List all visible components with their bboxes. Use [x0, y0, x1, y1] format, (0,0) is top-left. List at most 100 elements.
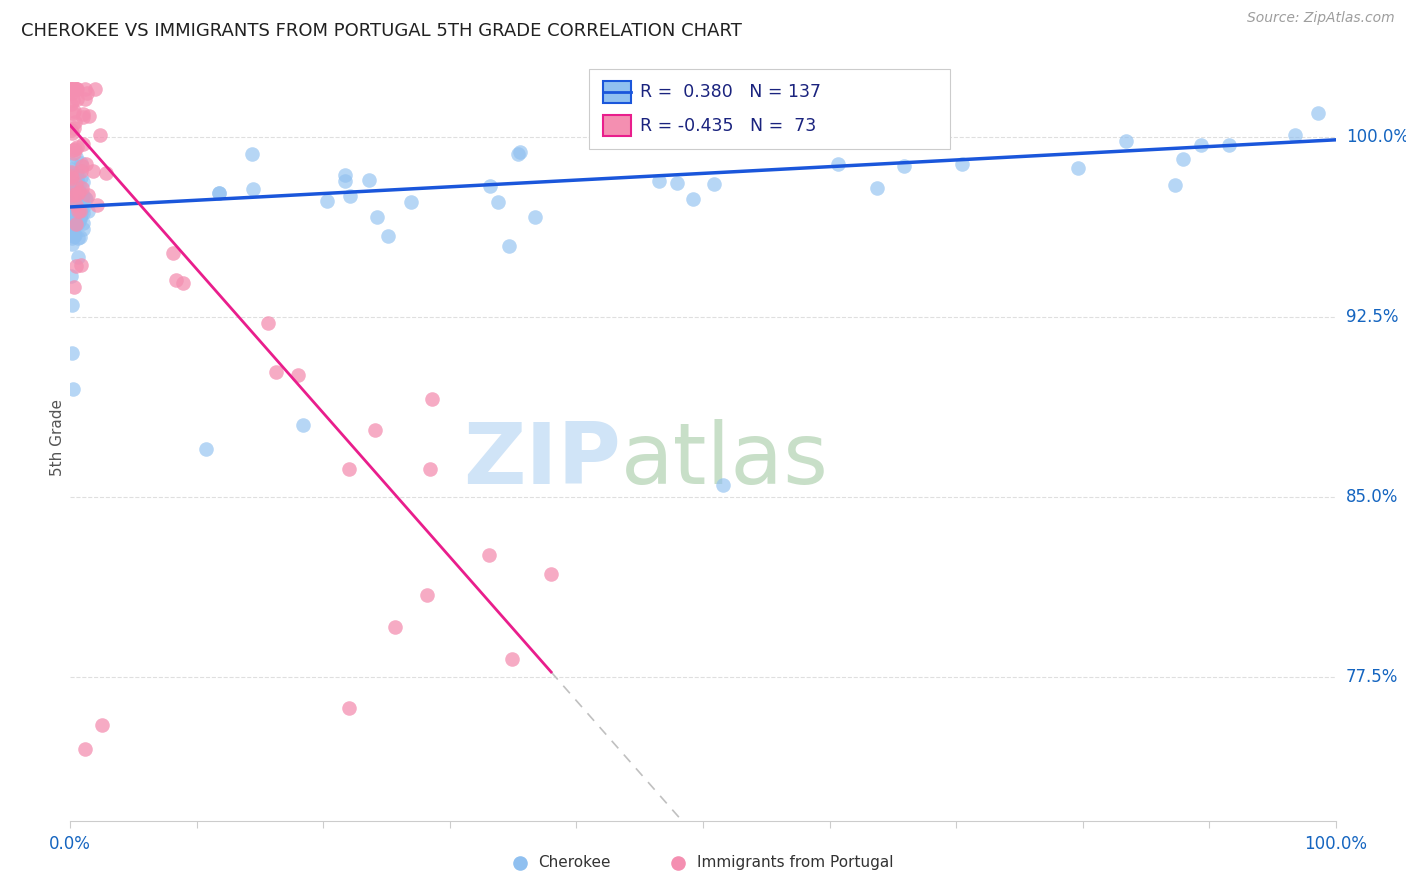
Point	[75, 192, 97, 206]
Point	[60, 82, 83, 96]
Point	[76, 86, 98, 100]
Point	[59, 207, 82, 221]
Point	[893, 159, 915, 173]
Point	[62, 217, 84, 231]
Point	[65, 208, 87, 222]
Point	[172, 276, 194, 290]
Point	[63, 227, 86, 242]
Point	[72, 110, 94, 124]
Point	[827, 156, 849, 170]
Point	[60, 194, 83, 209]
Point	[339, 189, 361, 203]
Point	[1284, 128, 1306, 142]
Text: Immigrants from Portugal: Immigrants from Portugal	[697, 855, 893, 871]
Point	[65, 212, 87, 227]
Point	[208, 186, 231, 200]
Point	[648, 174, 671, 188]
Point	[165, 272, 187, 286]
Point	[335, 174, 357, 188]
Point	[69, 194, 91, 209]
Point	[69, 204, 91, 219]
Point	[67, 168, 90, 182]
Point	[162, 245, 184, 260]
Point	[70, 156, 93, 170]
Point	[73, 191, 96, 205]
Point	[60, 198, 83, 212]
Point	[66, 200, 89, 214]
Point	[67, 185, 90, 199]
Point	[75, 93, 97, 107]
Point	[60, 221, 83, 235]
Point	[486, 194, 509, 209]
Point	[72, 187, 94, 202]
Point	[60, 209, 83, 223]
Point	[72, 222, 94, 236]
Point	[62, 93, 84, 107]
Point	[62, 200, 84, 214]
Point	[67, 185, 90, 199]
Point	[63, 115, 86, 129]
Point	[62, 220, 84, 235]
Point	[194, 442, 217, 456]
Point	[65, 169, 87, 183]
Point	[62, 82, 84, 96]
Point	[1115, 134, 1137, 148]
Point	[264, 365, 287, 379]
Point	[63, 196, 86, 211]
Point	[72, 175, 94, 189]
Point	[415, 588, 437, 602]
Point	[540, 566, 562, 581]
Point	[63, 199, 86, 213]
Point	[60, 170, 83, 185]
Text: Cherokee: Cherokee	[538, 855, 612, 871]
Text: ZIP: ZIP	[463, 418, 621, 501]
Point	[62, 187, 84, 202]
Point	[59, 199, 82, 213]
Point	[59, 188, 82, 202]
Point	[77, 188, 100, 202]
Point	[65, 198, 87, 212]
Text: R =  0.380   N = 137: R = 0.380 N = 137	[640, 83, 821, 101]
Point	[384, 620, 406, 634]
Y-axis label: 5th Grade: 5th Grade	[49, 399, 65, 475]
Point	[62, 106, 84, 120]
Point	[509, 145, 531, 159]
Point	[60, 218, 83, 232]
Point	[66, 92, 89, 106]
Point	[69, 230, 91, 244]
Point	[66, 82, 89, 96]
Point	[60, 231, 83, 245]
Point	[69, 164, 91, 178]
Point	[59, 82, 82, 96]
Point	[1171, 152, 1194, 166]
Point	[75, 741, 97, 756]
Point	[90, 717, 114, 731]
Point	[72, 190, 94, 204]
Point	[65, 82, 87, 96]
Point	[65, 260, 87, 274]
Point	[63, 214, 86, 228]
Point	[1164, 178, 1187, 192]
Point	[62, 103, 84, 118]
Point	[83, 82, 105, 96]
Point	[65, 177, 87, 191]
Point	[713, 478, 735, 492]
Point	[62, 200, 84, 214]
Point	[82, 164, 104, 178]
Point	[62, 121, 84, 136]
Point	[59, 97, 82, 112]
Point	[866, 180, 889, 194]
Point	[67, 216, 90, 230]
Point	[94, 166, 117, 180]
Point	[1189, 137, 1212, 152]
Point	[1067, 161, 1090, 175]
Point	[65, 175, 87, 189]
Point	[60, 213, 83, 227]
Bar	[603, 115, 631, 136]
Text: CHEROKEE VS IMMIGRANTS FROM PORTUGAL 5TH GRADE CORRELATION CHART: CHEROKEE VS IMMIGRANTS FROM PORTUGAL 5TH…	[21, 22, 742, 40]
Point	[420, 392, 443, 407]
Point	[62, 228, 84, 243]
Point	[508, 147, 530, 161]
Point	[60, 236, 83, 251]
Point	[498, 239, 520, 253]
